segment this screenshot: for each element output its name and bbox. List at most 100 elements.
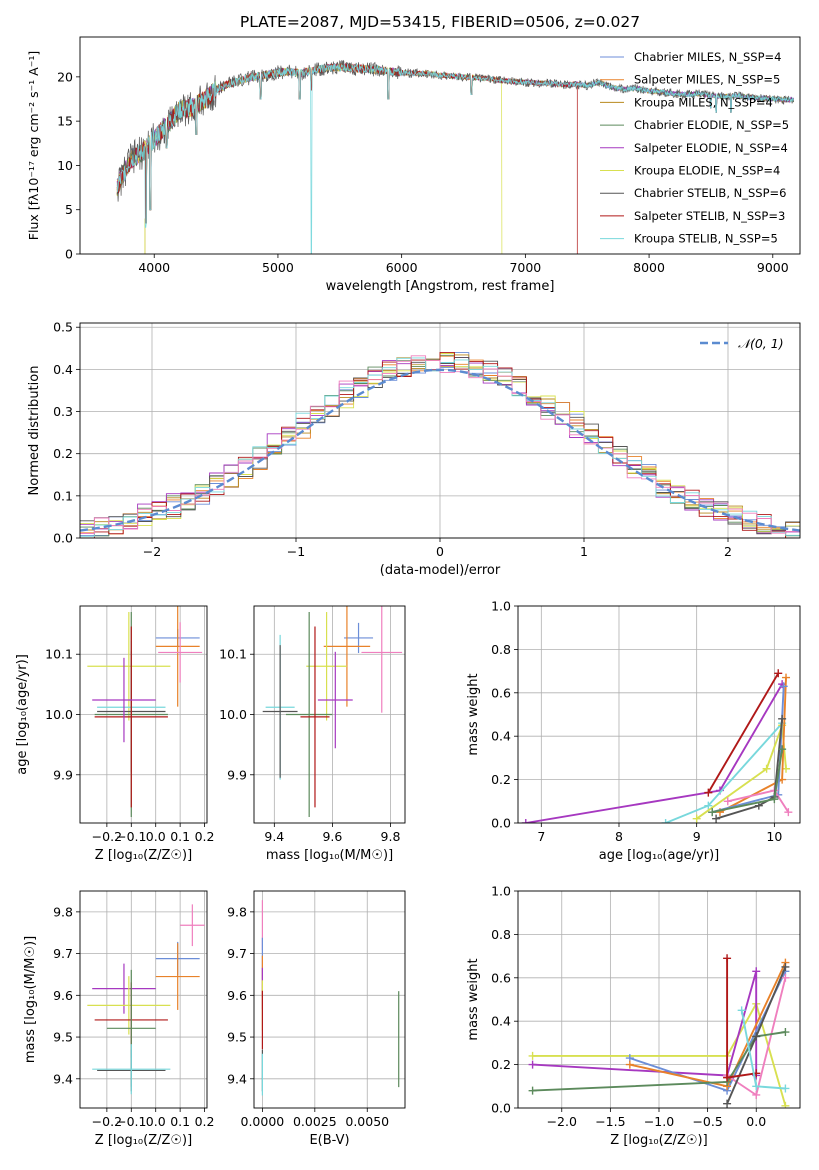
weight-marker (752, 967, 761, 976)
weight-marker (778, 714, 787, 723)
axes-frame (79, 322, 801, 539)
axes-frame (253, 605, 406, 824)
data-point (262, 645, 298, 778)
data-point (306, 612, 347, 721)
y-tick-label: 10.0 (219, 707, 247, 722)
data-point (92, 963, 156, 1014)
x-axis-label: wavelength [Angstrom, rest frame] (326, 279, 555, 294)
axes-frame (79, 605, 208, 824)
x-tick-label: 0.0 (146, 829, 166, 844)
weight-marker (779, 682, 788, 691)
legend-label: Salpeter MILES, N_SSP=5 (634, 73, 780, 87)
y-tick-label: 1.0 (491, 599, 511, 614)
axes-frame (253, 890, 406, 1109)
x-tick-label: 9 (693, 829, 701, 844)
legend-label: Salpeter ELODIE, N_SSP=4 (634, 141, 788, 155)
y-tick-label: 9.9 (227, 767, 247, 782)
y-tick-label: 0.4 (491, 1014, 511, 1029)
weight-marker (521, 819, 530, 823)
x-tick-label: 9.6 (322, 829, 342, 844)
weight-marker (781, 973, 790, 982)
weight-marker (778, 745, 787, 754)
axes-frame (79, 890, 208, 1109)
x-axis-label: Z [log₁₀(Z/Z☉)] (95, 848, 192, 863)
plot-area (521, 669, 793, 823)
chart-mass-weight-vs-Z: −2.0 −1.5 −1.0 −0.5 0.0 0.0 0.2 0.4 0.6 0.8 1.0 Z [… (466, 884, 801, 1148)
x-tick-label: 0 (436, 544, 444, 559)
x-tick-label: 5000 (262, 260, 294, 275)
y-tick-label: 9.8 (227, 904, 247, 919)
x-axis-label: E(B-V) (309, 1133, 349, 1148)
y-tick-label: 9.4 (227, 1071, 247, 1086)
weight-marker (782, 673, 791, 682)
chart-spectrum: 4000 5000 6000 7000 8000 9000 0 5 10 15 20 waveleng… (26, 36, 801, 294)
y-tick-label: 0.2 (491, 772, 511, 787)
chart-mass-vs-Z: −0.2−0.1 0.0 0.1 0.2 9.4 9.5 9.6 9.7 9.8 Z [log₁₀… (23, 890, 215, 1148)
x-tick-label: 0.2 (195, 829, 215, 844)
weight-marker (723, 954, 732, 963)
y-tick-label: 1.0 (491, 884, 511, 899)
y-tick-label: 9.6 (227, 988, 247, 1003)
y-tick-label: 0.2 (491, 1057, 511, 1072)
weight-marker (625, 1060, 634, 1069)
y-tick-label: 9.7 (227, 946, 247, 961)
weight-line (532, 1031, 786, 1092)
weight-marker (737, 1006, 746, 1015)
y-axis-label: mass weight (466, 673, 481, 755)
y-tick-label: 9.7 (53, 946, 73, 961)
legend-label: 𝒩(0, 1) (738, 336, 784, 351)
y-tick-label: 10 (57, 158, 73, 173)
figure-title: PLATE=2087, MJD=53415, FIBERID=0506, z=0… (240, 13, 640, 31)
x-tick-label: 0.0 (146, 1114, 166, 1129)
x-axis-label: (data-model)/error (380, 563, 501, 578)
weight-marker (704, 801, 713, 810)
normal-curve (80, 368, 800, 532)
data-point (94, 626, 168, 808)
y-tick-label: 0 (65, 247, 73, 262)
legend-label: Chabrier ELODIE, N_SSP=5 (634, 118, 789, 132)
data-point (323, 606, 371, 707)
y-tick-label: 0.2 (53, 446, 73, 461)
legend-label: Kroupa ELODIE, N_SSP=4 (634, 164, 780, 178)
x-tick-label: 9.4 (264, 829, 284, 844)
weight-line (740, 1010, 786, 1090)
x-tick-label: −1.5 (595, 1114, 625, 1129)
weight-line (532, 971, 758, 1077)
plot-area (261, 900, 400, 1096)
y-tick-label: 0.0 (491, 816, 511, 831)
weight-marker (708, 808, 717, 817)
weight-line (665, 722, 783, 823)
x-tick-label: 1 (580, 544, 588, 559)
weight-marker (528, 1051, 537, 1060)
weight-marker (661, 819, 670, 823)
data-point (87, 976, 171, 1035)
x-tick-label: 0.0 (746, 1114, 766, 1129)
weight-marker (784, 808, 793, 817)
weight-marker (712, 814, 721, 823)
x-tick-label: 7 (537, 829, 545, 844)
weight-marker (723, 797, 732, 806)
x-tick-label: 7000 (509, 260, 541, 275)
legend-label: Chabrier STELIB, N_SSP=6 (634, 186, 786, 200)
y-tick-label: 15 (57, 114, 73, 129)
x-axis-label: Z [log₁₀(Z/Z☉)] (95, 1133, 192, 1148)
weight-marker (692, 814, 701, 823)
y-tick-label: 0.8 (491, 927, 511, 942)
y-tick-label: 0.8 (491, 642, 511, 657)
x-axis-label: Z [log₁₀(Z/Z☉)] (610, 1133, 707, 1148)
weight-marker (762, 764, 771, 773)
y-tick-label: 9.9 (53, 767, 73, 782)
x-tick-label: 0.0025 (293, 1114, 337, 1129)
x-axis-label: mass [log₁₀(M/M☉)] (266, 848, 393, 863)
x-tick-label: 6000 (386, 260, 418, 275)
y-tick-label: 0.4 (53, 362, 73, 377)
chart-age-vs-mass: 9.4 9.6 9.8 9.9 10.0 10.1 mass [log₁₀(M/M☉)] (219, 605, 406, 863)
weight-marker (781, 1084, 790, 1093)
weight-marker (528, 1060, 537, 1069)
y-tick-label: 9.6 (53, 988, 73, 1003)
legend-label: Kroupa MILES, N_SSP=4 (634, 95, 773, 109)
data-point (87, 612, 171, 721)
weight-marker (781, 962, 790, 971)
y-tick-label: 9.5 (53, 1030, 73, 1045)
y-tick-label: 20 (57, 69, 73, 84)
